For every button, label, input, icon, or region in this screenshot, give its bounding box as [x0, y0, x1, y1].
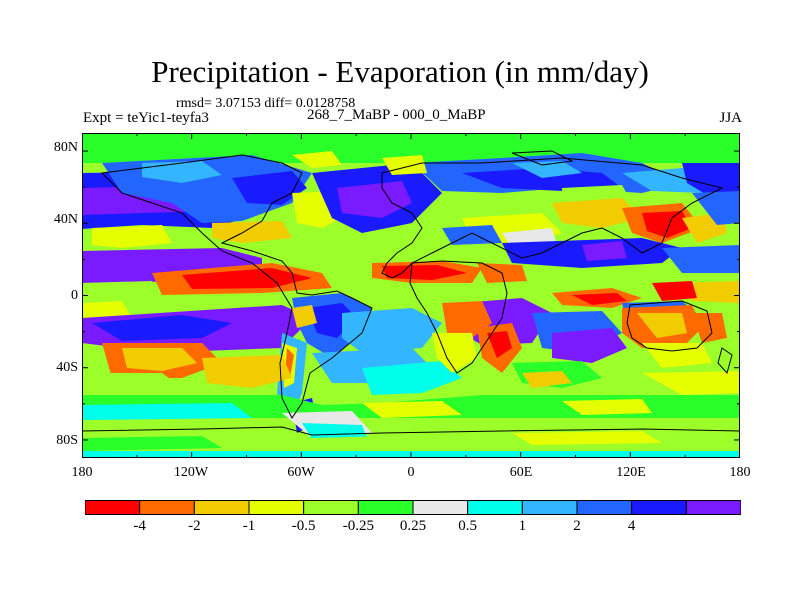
colorbar-label: -2 [188, 518, 201, 534]
colorbar-label: 0.5 [458, 518, 478, 534]
colorbar-swatch [685, 500, 741, 515]
colorbar-swatch [193, 500, 250, 515]
y-tick-label-40n: 40N [53, 212, 78, 227]
x-tick-label-120w: 120W [173, 465, 209, 480]
colorbar-swatch [521, 500, 578, 515]
x-tick-label-0: 0 [407, 465, 415, 480]
period-label: 268_7_MaBP - 000_0_MaBP [307, 107, 486, 123]
colorbar-swatch [139, 500, 195, 515]
colorbar-label: 2 [573, 518, 581, 534]
y-tick-label-40s: 40S [56, 360, 78, 375]
y-tick-label-80n: 80N [53, 140, 78, 155]
field-patches [82, 133, 740, 458]
colorbar-swatch [303, 500, 359, 515]
y-tick-label-80s: 80S [56, 433, 78, 448]
colorbar-swatch [85, 500, 141, 515]
colorbar-label: -0.5 [291, 518, 316, 534]
experiment-label: Expt = teYic1-teyfa3 [83, 110, 209, 126]
y-tick-label-0: 0 [71, 288, 78, 303]
map-area [82, 133, 740, 458]
x-tick-label-60e: 60E [509, 465, 533, 480]
colorbar-label: 0.25 [399, 518, 427, 534]
colorbar-label: 1 [518, 518, 527, 534]
x-tick-label-60w: 60W [287, 465, 315, 480]
colorbar-label: 4 [627, 518, 636, 534]
coastlines [82, 150, 740, 436]
colorbar-swatch [631, 500, 687, 515]
tick-marks [82, 133, 740, 458]
season-label: JJA [719, 110, 742, 126]
plot-title: Precipitation - Evaporation (in mm/day) [151, 54, 649, 89]
colorbar-swatch [467, 500, 523, 515]
x-tick-label-120e: 120E [616, 465, 646, 480]
x-tick-label-180e: 180 [729, 465, 751, 480]
colorbar-label: -4 [133, 518, 146, 534]
colorbar-label: -1 [242, 518, 256, 534]
colorbar-swatch [357, 500, 414, 515]
colorbar [85, 500, 741, 515]
map-field [82, 133, 740, 458]
colorbar-swatch [248, 500, 305, 515]
stats-label: rmsd= 3.07153 diff= 0.0128758 [176, 96, 356, 111]
x-tick-label-180w: 180 [71, 465, 93, 480]
colorbar-swatch [412, 500, 469, 515]
colorbar-label: -0.25 [342, 518, 374, 534]
colorbar-swatch [576, 500, 633, 515]
